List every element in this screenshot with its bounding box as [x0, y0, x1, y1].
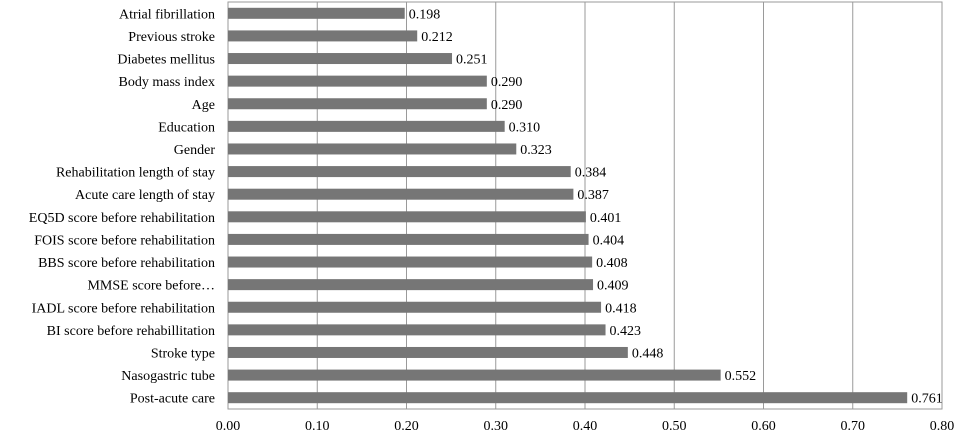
bar	[228, 301, 602, 313]
data-label: 0.761	[911, 392, 943, 407]
category-label: Rehabilitation length of stay	[56, 166, 215, 181]
category-labels: Atrial fibrillation Previous stroke Diabet…	[29, 7, 216, 406]
bars	[228, 7, 908, 404]
data-label: 0.408	[596, 256, 628, 271]
data-label: 0.290	[491, 75, 523, 90]
category-label: Previous stroke	[128, 30, 215, 45]
x-tick-label: 0.40	[573, 419, 598, 434]
data-label: 0.290	[491, 98, 523, 113]
category-label: Post-acute care	[130, 392, 215, 407]
bar	[228, 75, 487, 87]
category-label: Gender	[174, 143, 216, 158]
data-label: 0.409	[597, 279, 629, 294]
bar	[228, 211, 586, 223]
x-tick-label: 0.70	[841, 419, 866, 434]
x-tick-label: 0.60	[751, 419, 776, 434]
bar	[228, 324, 606, 336]
data-label: 0.401	[590, 211, 622, 226]
category-label: Age	[192, 98, 215, 113]
bar	[228, 369, 721, 381]
x-tick-label: 0.00	[216, 419, 241, 434]
category-label: MMSE score before…	[87, 279, 215, 294]
bar	[228, 392, 908, 404]
category-label: Nasogastric tube	[121, 369, 215, 384]
bar	[228, 30, 418, 42]
data-label: 0.423	[610, 324, 642, 339]
data-label: 0.418	[605, 301, 637, 316]
x-axis-ticks: 0.00 0.10 0.20 0.30 0.40 0.50 0.60 0.70 0.80	[216, 419, 955, 434]
x-tick-label: 0.30	[484, 419, 509, 434]
bar	[228, 346, 628, 358]
data-label: 0.323	[520, 143, 552, 158]
gridlines	[316, 2, 854, 409]
bar	[228, 188, 574, 200]
value-labels: 0.1980.2120.2510.2900.2900.3100.3230.384…	[409, 7, 943, 406]
category-label: BBS score before rehabilitation	[38, 256, 215, 271]
data-label: 0.198	[409, 7, 441, 22]
bar	[228, 98, 487, 110]
data-label: 0.212	[421, 30, 453, 45]
data-label: 0.387	[577, 188, 609, 203]
category-label: IADL score before rehabilitation	[32, 301, 215, 316]
data-label: 0.404	[593, 233, 625, 248]
data-label: 0.310	[509, 120, 541, 135]
bar	[228, 166, 571, 178]
category-label: EQ5D score before rehabilitation	[29, 211, 215, 226]
bar	[228, 256, 593, 268]
data-label: 0.251	[456, 53, 488, 68]
data-label: 0.384	[575, 166, 607, 181]
bar	[228, 53, 453, 65]
data-label: 0.552	[725, 369, 757, 384]
category-label: FOIS score before rehabilitation	[34, 233, 215, 248]
category-label: Acute care length of stay	[75, 188, 215, 203]
x-tick-label: 0.20	[394, 419, 419, 434]
bar	[228, 120, 505, 132]
x-tick-label: 0.50	[662, 419, 687, 434]
bar	[228, 7, 405, 19]
bar	[228, 143, 517, 155]
category-label: BI score before rehabillitation	[47, 324, 215, 339]
data-label: 0.448	[632, 346, 664, 361]
bar	[228, 233, 589, 245]
category-label: Education	[158, 120, 215, 135]
category-label: Stroke type	[151, 346, 215, 361]
bar	[228, 279, 594, 291]
x-tick-label: 0.80	[930, 419, 955, 434]
category-label: Body mass index	[119, 75, 215, 90]
category-label: Atrial fibrillation	[119, 7, 215, 22]
x-tick-label: 0.10	[305, 419, 330, 434]
category-label: Diabetes mellitus	[117, 53, 215, 68]
